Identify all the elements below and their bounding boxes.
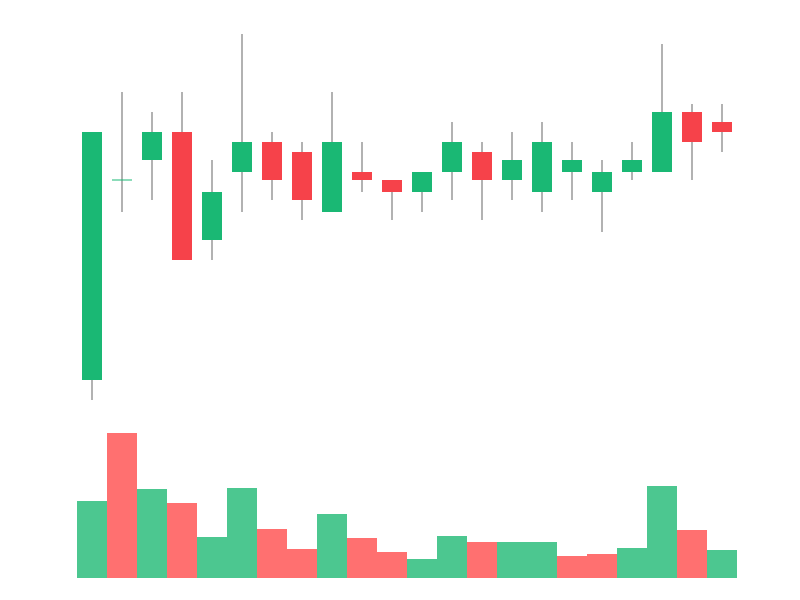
volume-bar (107, 433, 137, 578)
volume-bar (647, 486, 677, 578)
candle-body (532, 142, 552, 192)
volume-bar (317, 514, 347, 578)
volume-bar (617, 548, 647, 578)
volume-bar (587, 554, 617, 578)
candle-body (442, 142, 462, 172)
volume-bar (497, 542, 527, 578)
candle-body (682, 112, 702, 142)
candle-body (592, 172, 612, 192)
candle-body (502, 160, 522, 180)
candle-body (292, 152, 312, 200)
volume-bar (437, 536, 467, 578)
candle-body (652, 112, 672, 172)
volume-bar (77, 501, 107, 578)
volume-bar (287, 549, 317, 578)
candle-body (562, 160, 582, 172)
candle-body (352, 172, 372, 180)
volume-bar (167, 503, 197, 578)
candle-body (382, 180, 402, 192)
volume-bar (377, 552, 407, 578)
candle-body (82, 132, 102, 380)
candle-body (472, 152, 492, 180)
volume-bar (557, 556, 587, 578)
volume-bar (257, 529, 287, 578)
candle-body (622, 160, 642, 172)
candle-body (412, 172, 432, 192)
volume-bar (707, 550, 737, 578)
candle-body (322, 142, 342, 212)
volume-bar (197, 537, 227, 578)
volume-bar (407, 559, 437, 578)
volume-bar (467, 542, 497, 578)
volume-bar (347, 538, 377, 578)
candle-body (142, 132, 162, 160)
volume-bar (137, 489, 167, 578)
volume-bar (227, 488, 257, 578)
volume-bar (677, 530, 707, 578)
candle-body (712, 122, 732, 132)
candle-body (112, 179, 132, 181)
candle-body (172, 132, 192, 260)
candle-body (232, 142, 252, 172)
candle-body (202, 192, 222, 240)
candle-body (262, 142, 282, 180)
volume-bar (527, 542, 557, 578)
